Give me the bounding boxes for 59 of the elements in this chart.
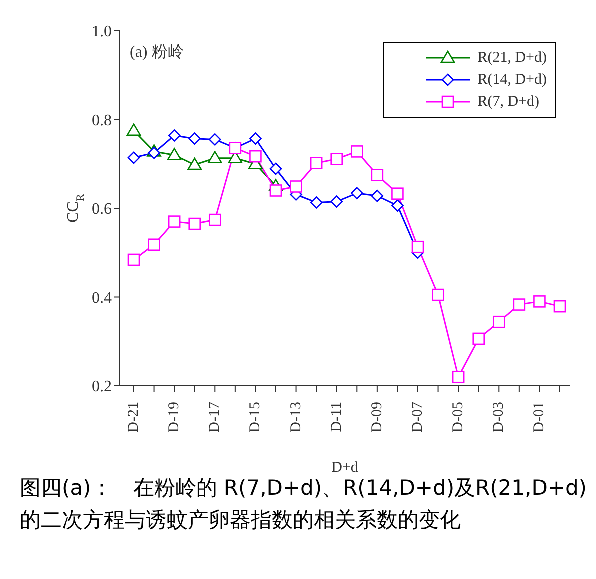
point <box>188 218 202 230</box>
y-tick-label: 0.6 <box>92 201 112 218</box>
x-tick-label: D-07 <box>410 402 426 433</box>
point <box>168 216 181 228</box>
point <box>168 130 181 142</box>
x-tick-label: D-21 <box>126 402 142 433</box>
point <box>452 370 465 384</box>
point <box>208 214 222 226</box>
point <box>392 188 404 200</box>
point <box>492 316 506 328</box>
point <box>188 158 202 170</box>
point <box>534 296 546 308</box>
x-tick-label: D-19 <box>166 402 183 433</box>
x-tick-label: D-01 <box>532 402 548 433</box>
x-tick-label: D-13 <box>288 402 304 433</box>
legend-label: R(21, D+d) <box>478 50 547 66</box>
legend-label: R(14, D+d) <box>478 72 547 88</box>
point <box>371 169 384 182</box>
point <box>208 134 222 146</box>
point <box>350 146 364 158</box>
point <box>270 184 282 197</box>
point <box>330 153 344 166</box>
y-tick-label: 1.0 <box>92 24 112 41</box>
point <box>250 132 262 145</box>
point <box>208 151 222 164</box>
point <box>310 157 323 170</box>
point <box>250 150 262 163</box>
point <box>310 196 323 209</box>
legend-label: R(7, D+d) <box>478 94 540 110</box>
point <box>432 288 444 302</box>
point <box>513 298 526 311</box>
point <box>128 152 140 164</box>
annotation: (a) 粉岭 <box>130 43 184 63</box>
point <box>148 238 160 252</box>
point <box>371 190 384 202</box>
point <box>126 124 142 136</box>
point <box>350 187 364 200</box>
point <box>128 254 140 266</box>
point <box>167 148 182 160</box>
point <box>330 196 344 208</box>
x-tick-label: D-15 <box>248 402 264 433</box>
point <box>472 332 486 346</box>
point <box>270 162 282 176</box>
point <box>148 146 160 160</box>
x-tick-label: D-05 <box>450 402 467 433</box>
point <box>554 300 566 313</box>
y-tick-label: 0.4 <box>92 290 112 307</box>
y-tick-label: 0.2 <box>92 378 112 396</box>
x-tick-label: D-09 <box>369 402 386 433</box>
x-tick-label: D-03 <box>491 402 508 433</box>
x-tick-label: D-11 <box>328 402 345 432</box>
x-tick-label: D-17 <box>207 402 224 433</box>
point <box>188 132 202 145</box>
point <box>290 180 302 193</box>
text: 图四(a)： 在粉岭的 R(7,D+d)、R(14,D+d)及R(21,D+d)的二次方程与诱蚊产卵器指数的相关系数的变化 <box>20 475 588 534</box>
point <box>412 240 424 254</box>
point <box>392 200 404 212</box>
y-tick-label: 0.8 <box>92 112 112 130</box>
x-axis-title: D+d <box>332 460 359 476</box>
